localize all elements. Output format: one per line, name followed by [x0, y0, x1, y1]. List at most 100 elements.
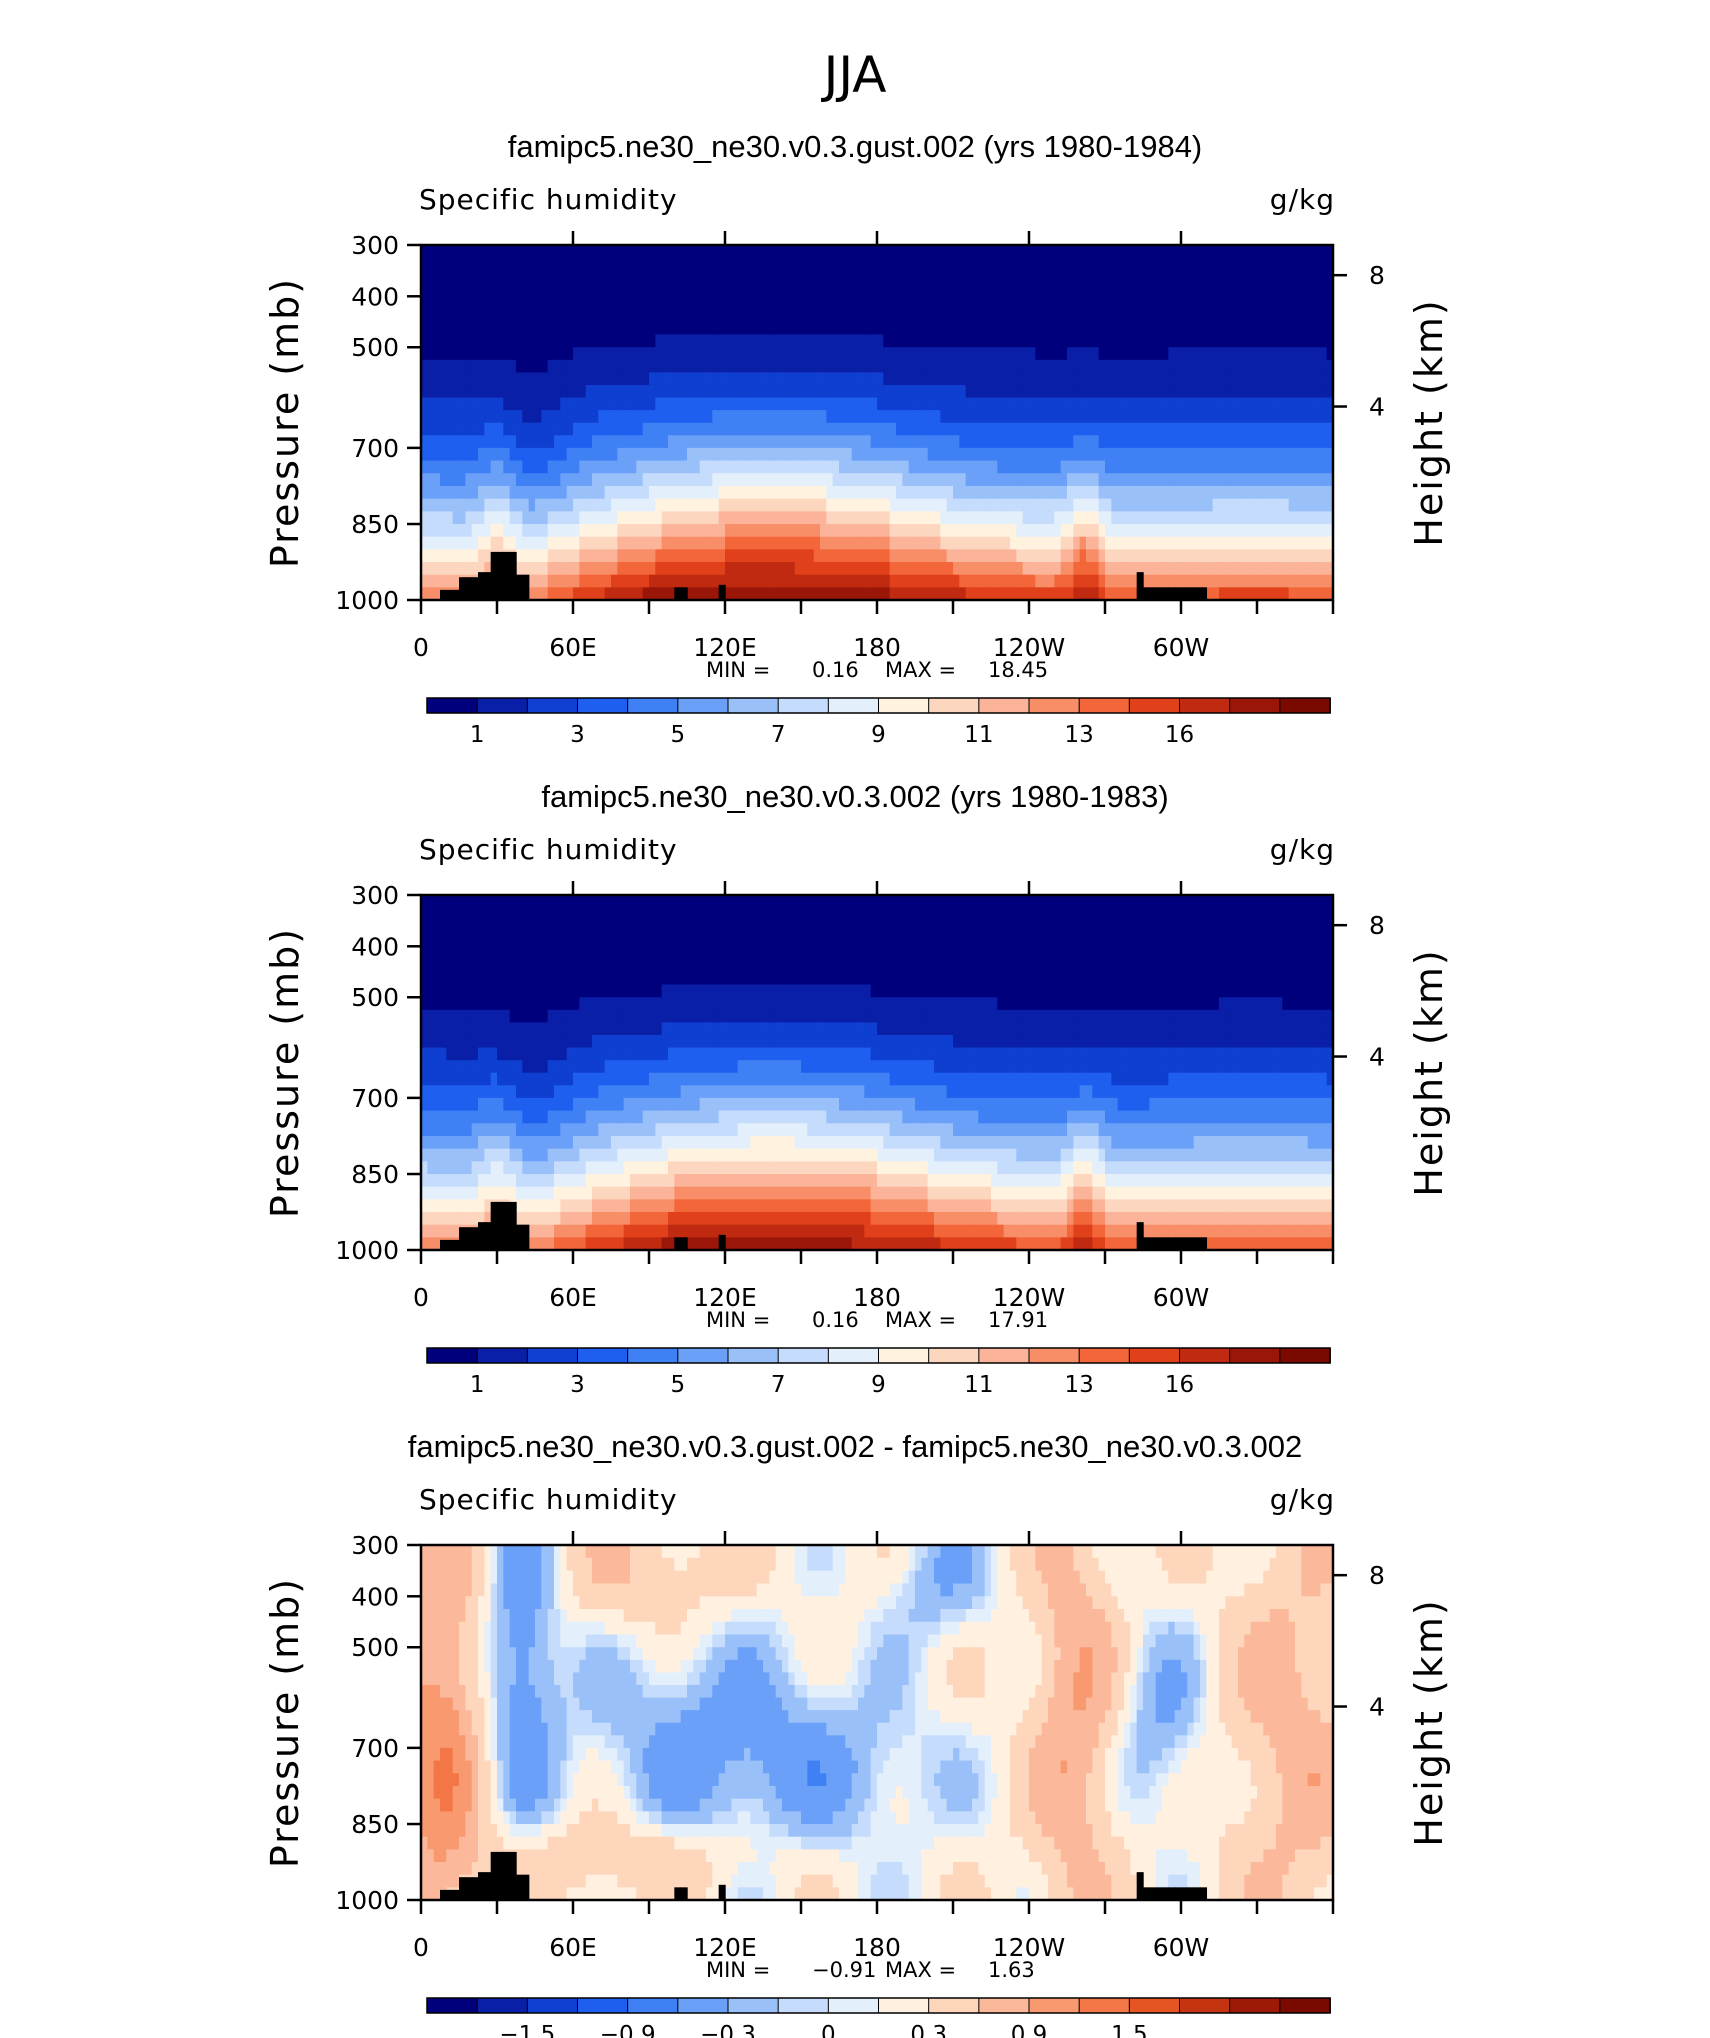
field-cell [1041, 549, 1049, 563]
field-cell [1130, 536, 1138, 551]
field-cell [642, 574, 650, 589]
field-cell [737, 536, 745, 551]
field-cell [573, 895, 581, 909]
field-cell [1257, 372, 1265, 386]
field-cell [1200, 334, 1208, 348]
field-cell [484, 1009, 492, 1024]
field-cell [1295, 447, 1303, 462]
field-cell [560, 1047, 568, 1061]
field-cell [788, 473, 796, 487]
field-cell [832, 422, 840, 436]
field-cell [972, 536, 980, 551]
field-cell [864, 549, 872, 563]
field-cell [573, 1022, 581, 1036]
field-cell [1320, 587, 1328, 601]
field-cell [1301, 410, 1309, 424]
field-cell [807, 562, 815, 576]
field-cell [1250, 435, 1258, 449]
field-cell [991, 296, 999, 310]
field-cell [1307, 359, 1315, 374]
field-cell [465, 473, 473, 487]
field-cell [471, 549, 479, 563]
field-cell [541, 283, 549, 297]
field-cell [1263, 485, 1271, 500]
field-cell [763, 334, 771, 348]
field-cell [1193, 309, 1201, 323]
colorbar-box [1279, 697, 1331, 714]
field-cell [1111, 549, 1119, 563]
field-cell [554, 1022, 562, 1036]
field-cell [712, 283, 720, 297]
field-cell [1155, 524, 1163, 538]
field-cell [1092, 498, 1100, 513]
field-cell [1041, 410, 1049, 424]
field-cell [433, 1009, 441, 1024]
field-cell [566, 270, 574, 285]
field-cell [915, 498, 923, 513]
field-cell [1219, 562, 1227, 576]
field-cell [978, 245, 986, 259]
field-cell [1149, 549, 1157, 563]
field-cell [1314, 397, 1322, 411]
field-cell [1060, 410, 1068, 424]
field-cell [782, 562, 790, 576]
field-cell [522, 1072, 530, 1086]
field-cell [877, 574, 885, 589]
field-cell [1314, 422, 1322, 436]
field-cell [535, 347, 543, 361]
field-cell [1295, 549, 1303, 563]
field-cell [623, 435, 631, 449]
field-cell [712, 359, 720, 374]
field-cell [1041, 435, 1049, 449]
field-cell [807, 485, 815, 500]
field-cell [1155, 397, 1163, 411]
field-cell [465, 1212, 473, 1226]
field-cell [1250, 410, 1258, 424]
field-cell [1067, 511, 1075, 525]
field-cell [794, 574, 802, 589]
field-cell [617, 524, 625, 538]
field-cell [528, 574, 536, 589]
field-cell [516, 1199, 524, 1213]
field-cell [585, 321, 593, 336]
field-cell [452, 270, 460, 285]
field-cell [1288, 587, 1296, 601]
field-cell [1295, 511, 1303, 525]
field-cell [1314, 447, 1322, 462]
field-cell [503, 1148, 511, 1163]
field-cell [1206, 257, 1214, 272]
field-cell [642, 321, 650, 336]
field-cell [440, 895, 448, 909]
field-cell [851, 296, 859, 310]
field-cell [541, 933, 549, 947]
field-cell [1003, 347, 1011, 361]
field-cell [820, 347, 828, 361]
field-cell [680, 511, 688, 525]
field-cell [585, 498, 593, 513]
field-cell [566, 485, 574, 500]
field-cell [1016, 536, 1024, 551]
field-cell [908, 296, 916, 310]
field-cell [1187, 549, 1195, 563]
field-cell [680, 296, 688, 310]
field-cell [908, 359, 916, 374]
field-cell [547, 296, 555, 310]
field-cell [953, 422, 961, 436]
field-cell [813, 574, 821, 589]
field-cell [541, 562, 549, 576]
field-cell [585, 347, 593, 361]
field-cell [1269, 384, 1277, 399]
field-cell [978, 422, 986, 436]
field-cell [1105, 574, 1113, 589]
field-cell [554, 1161, 562, 1175]
field-cell [1117, 257, 1125, 272]
field-cell [630, 435, 638, 449]
field-cell [1320, 257, 1328, 272]
field-cell [528, 1009, 536, 1024]
field-cell [579, 920, 587, 935]
field-cell [630, 562, 638, 576]
field-cell [433, 1224, 441, 1239]
field-cell [1282, 359, 1290, 374]
field-cell [883, 435, 891, 449]
field-cell [535, 587, 543, 601]
